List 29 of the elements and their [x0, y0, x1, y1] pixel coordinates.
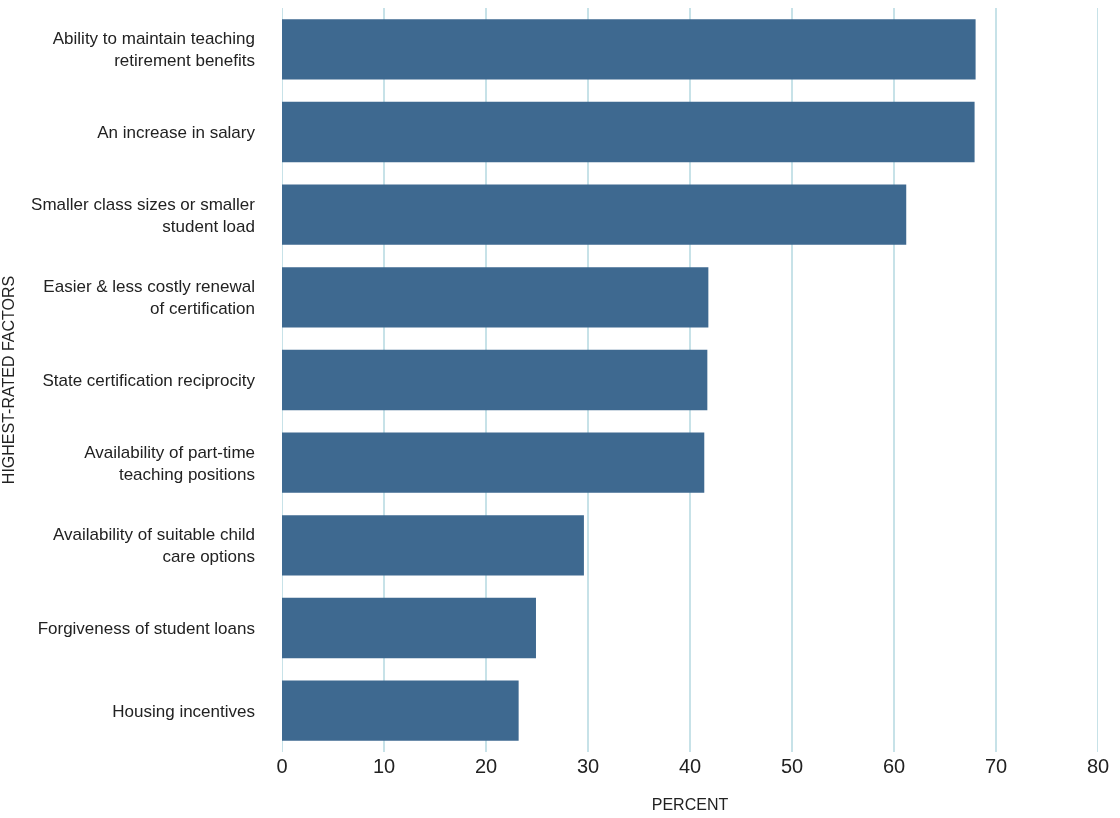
y-tick-label: Availability of suitable child care options: [53, 525, 255, 567]
bar: [282, 101, 975, 163]
y-tick-label: Housing incentives: [112, 701, 255, 721]
bar: [282, 349, 708, 411]
x-tick-label: 0: [276, 755, 288, 777]
y-tick-label: An increase in salary: [97, 122, 256, 142]
y-tick-label: Availability of part-time teaching positions: [84, 442, 255, 484]
x-tick-label: 50: [780, 755, 804, 777]
x-tick-label: 20: [474, 755, 498, 777]
y-axis-title: HIGHEST-RATED FACTORS: [0, 275, 18, 485]
y-tick-label: Easier & less costly renewal of certification: [43, 277, 255, 319]
x-axis-title: PERCENT: [651, 795, 729, 813]
x-tick-label: 10: [372, 755, 396, 777]
y-tick-label: Forgiveness of student loans: [37, 618, 255, 638]
bar: [282, 432, 705, 493]
bar: [282, 184, 907, 245]
bar: [282, 680, 519, 741]
x-tick-label: 30: [576, 755, 600, 777]
x-tick-label: 60: [882, 755, 906, 777]
y-tick-label: State certification reciprocity: [42, 370, 256, 390]
y-tick-label: Smaller class sizes or smaller student load: [31, 194, 256, 236]
bar: [282, 19, 976, 80]
y-tick-label: Ability to maintain teaching retirement benefits: [52, 29, 255, 71]
x-tick-label: 40: [678, 755, 702, 777]
x-tick-label: 70: [984, 755, 1008, 777]
bar: [282, 267, 709, 328]
bar: [282, 597, 536, 659]
bar: [282, 515, 584, 576]
x-tick-label: 80: [1086, 755, 1110, 777]
